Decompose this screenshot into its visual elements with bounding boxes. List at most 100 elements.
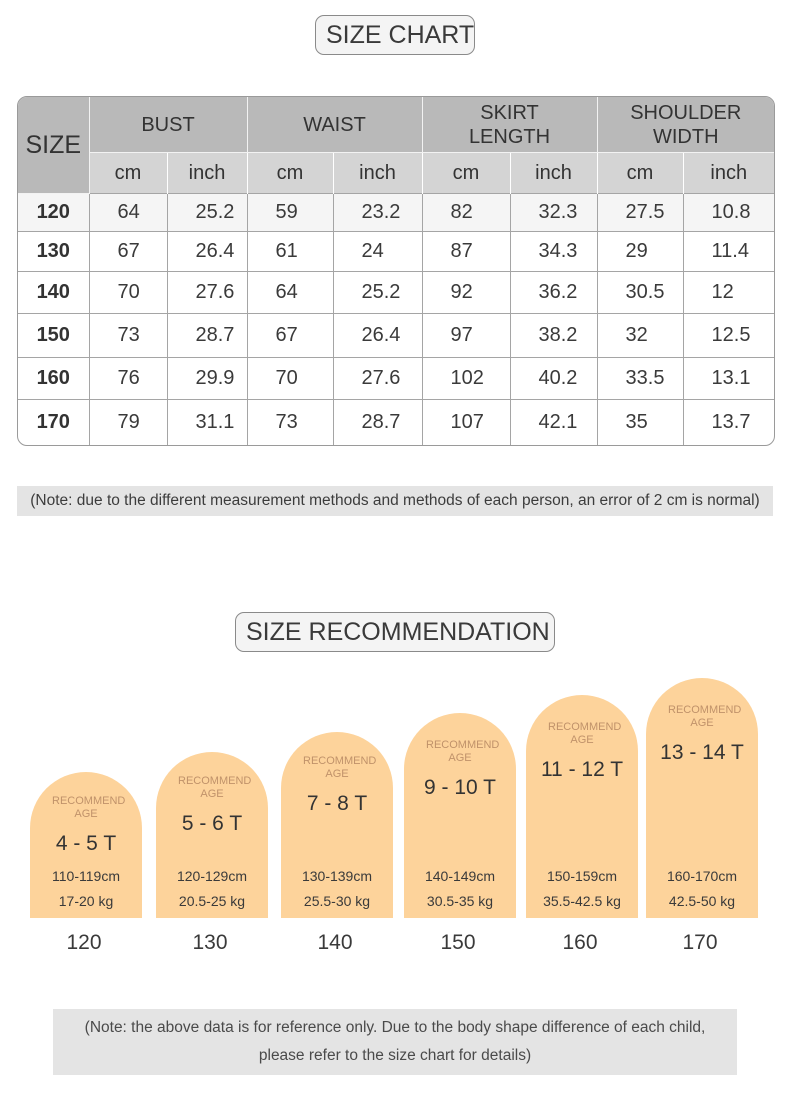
unit-header: cm — [247, 152, 334, 194]
age-range: 13 - 14 T — [660, 741, 744, 764]
age-range: 9 - 10 T — [424, 776, 496, 799]
card-size-label: 130 — [192, 931, 228, 954]
recommend-age-label: RECOMMEND AGE — [303, 755, 377, 780]
skirt-length-header: SKIRT LENGTH — [422, 97, 598, 153]
recommend-age-label: RECOMMEND AGE — [178, 775, 252, 800]
unit-header: inch — [683, 152, 774, 194]
recommendation-card: RECOMMEND AGE 13 - 14 T 160-170cm 42.5-50 k… — [646, 678, 758, 918]
recommendation-card: RECOMMEND AGE 9 - 10 T 140-149cm 30.5-35 kg — [404, 713, 516, 918]
weight-range: 35.5-42.5 kg — [543, 893, 621, 909]
table-cell: 79 — [89, 399, 168, 445]
table-cell: 13.1 — [683, 357, 774, 400]
height-range: 110-119cm — [52, 868, 120, 884]
table-cell: 33.5 — [597, 357, 684, 400]
table-cell: 76 — [89, 357, 168, 400]
table-cell: 28.7 — [167, 313, 248, 358]
height-range: 140-149cm — [424, 868, 496, 884]
table-cell: 11.4 — [683, 231, 774, 272]
table-row: 140 70 27.6 64 25.2 92 36.2 30.5 12 — [18, 271, 774, 314]
table-cell: 23.2 — [333, 192, 423, 232]
table-cell: 25.2 — [333, 271, 423, 314]
unit-header: cm — [597, 152, 684, 194]
age-range: 11 - 12 T — [540, 758, 624, 781]
age-range: 5 - 6 T — [181, 812, 243, 835]
measurement-note: (Note: due to the different measurement … — [17, 486, 773, 516]
table-cell: 97 — [422, 313, 511, 358]
height-range: 130-139cm — [301, 868, 373, 884]
card-size-label: 150 — [440, 931, 476, 954]
table-cell: 67 — [89, 231, 168, 272]
recommendation-card: RECOMMEND AGE 7 - 8 T 130-139cm 25.5-30 kg — [281, 732, 393, 918]
table-row: 160 76 29.9 70 27.6 102 40.2 33.5 13.1 — [18, 357, 774, 400]
table-cell: 92 — [422, 271, 511, 314]
card-size-label: 160 — [562, 931, 598, 954]
size-cell: 150 — [18, 313, 90, 358]
card-size-label: 140 — [317, 931, 353, 954]
table-cell: 32.3 — [510, 192, 598, 232]
height-range: 120-129cm — [176, 868, 248, 884]
table-cell: 61 — [247, 231, 334, 272]
size-cell: 130 — [18, 231, 90, 272]
table-cell: 27.5 — [597, 192, 684, 232]
height-range: 150-159cm — [546, 868, 618, 884]
table-row: 170 79 31.1 73 28.7 107 42.1 35 13.7 — [18, 399, 774, 445]
table-cell: 42.1 — [510, 399, 598, 445]
unit-header: cm — [89, 152, 168, 194]
table-cell: 70 — [247, 357, 334, 400]
table-cell: 70 — [89, 271, 168, 314]
size-recommendation-title: SIZE RECOMMENDATION — [235, 612, 555, 652]
height-range: 160-170cm — [666, 868, 738, 884]
unit-header: inch — [510, 152, 598, 194]
weight-range: 42.5-50 kg — [668, 893, 736, 909]
unit-header: inch — [333, 152, 423, 194]
recommendation-card: RECOMMEND AGE 5 - 6 T 120-129cm 20.5-25 kg — [156, 752, 268, 918]
weight-range: 25.5-30 kg — [303, 893, 371, 909]
recommendation-card: RECOMMEND AGE 4 - 5 T 110-119cm 17-20 kg — [30, 772, 142, 918]
age-range: 4 - 5 T — [55, 832, 117, 855]
table-cell: 31.1 — [167, 399, 248, 445]
table-cell: 27.6 — [333, 357, 423, 400]
card-size-label: 120 — [66, 931, 102, 954]
table-cell: 40.2 — [510, 357, 598, 400]
table-row: 150 73 28.7 67 26.4 97 38.2 32 12.5 — [18, 313, 774, 358]
table-cell: 24 — [333, 231, 423, 272]
reference-note-line: (Note: the above data is for reference o… — [84, 1019, 706, 1036]
size-chart-table: SIZE BUST WAIST SKIRT LENGTH SHOULDER WI… — [17, 96, 775, 446]
recommend-age-label: RECOMMEND AGE — [668, 704, 742, 729]
table-cell: 27.6 — [167, 271, 248, 314]
table-cell: 12.5 — [683, 313, 774, 358]
table-cell: 12 — [683, 271, 774, 314]
size-column-header: SIZE — [18, 97, 90, 194]
table-cell: 59 — [247, 192, 334, 232]
size-cell: 160 — [18, 357, 90, 400]
size-cell: 140 — [18, 271, 90, 314]
reference-note: (Note: the above data is for reference o… — [53, 1009, 737, 1075]
recommend-age-label: RECOMMEND AGE — [426, 739, 500, 764]
table-cell: 10.8 — [683, 192, 774, 232]
age-range: 7 - 8 T — [306, 792, 368, 815]
unit-header: cm — [422, 152, 511, 194]
recommend-age-label: RECOMMEND AGE — [52, 795, 126, 820]
bust-header: BUST — [89, 97, 248, 153]
recommendation-card: RECOMMEND AGE 11 - 12 T 150-159cm 35.5-42.5… — [526, 695, 638, 918]
table-cell: 73 — [89, 313, 168, 358]
weight-range: 20.5-25 kg — [178, 893, 246, 909]
table-cell: 73 — [247, 399, 334, 445]
table-cell: 102 — [422, 357, 511, 400]
table-cell: 36.2 — [510, 271, 598, 314]
table-cell: 29 — [597, 231, 684, 272]
size-cell: 120 — [18, 192, 90, 232]
table-row: 120 64 25.2 59 23.2 82 32.3 27.5 10.8 — [18, 192, 774, 232]
table-cell: 35 — [597, 399, 684, 445]
table-row: 130 67 26.4 61 24 87 34.3 29 11.4 — [18, 231, 774, 272]
size-cell: 170 — [18, 399, 90, 445]
table-cell: 82 — [422, 192, 511, 232]
size-chart-title: SIZE CHART — [315, 15, 475, 55]
table-cell: 29.9 — [167, 357, 248, 400]
card-size-label: 170 — [682, 931, 718, 954]
table-cell: 32 — [597, 313, 684, 358]
table-cell: 30.5 — [597, 271, 684, 314]
table-cell: 25.2 — [167, 192, 248, 232]
table-cell: 38.2 — [510, 313, 598, 358]
table-cell: 67 — [247, 313, 334, 358]
